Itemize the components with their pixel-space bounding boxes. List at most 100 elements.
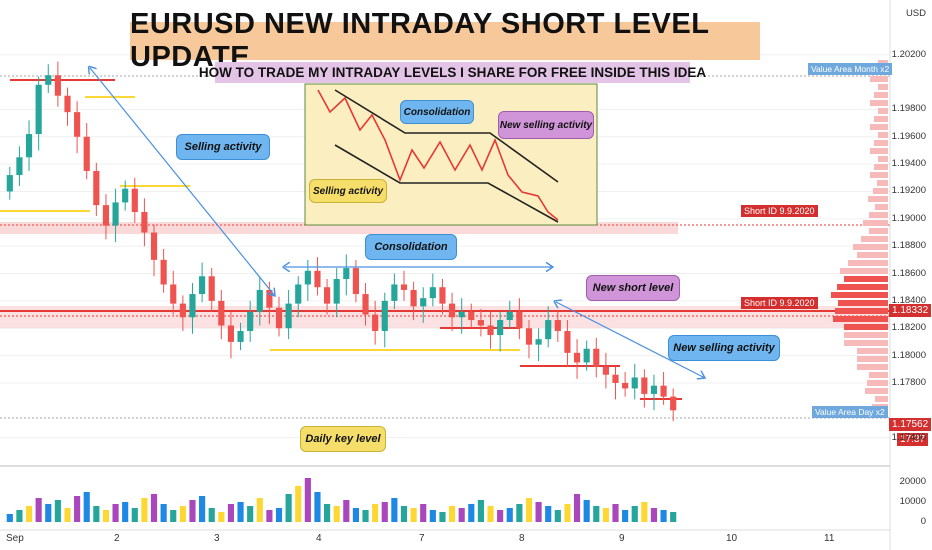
volume-bar: [189, 500, 196, 522]
volume-bar: [295, 486, 302, 522]
new-selling-arrow: [556, 302, 705, 378]
candle-body: [275, 307, 283, 329]
candle-body: [439, 287, 446, 304]
profile-bar: [838, 300, 888, 306]
last-price-tag: 1.17562: [889, 418, 932, 431]
candle-body: [83, 136, 90, 171]
volume-tick-label: 20000: [899, 476, 926, 487]
candle-body: [6, 175, 13, 192]
volume-bar: [343, 500, 350, 522]
volume-bar: [660, 510, 667, 522]
volume-bar: [593, 506, 600, 522]
candle-body: [295, 284, 302, 304]
profile-bar: [878, 84, 888, 90]
volume-bar: [448, 506, 456, 522]
price-tick-label: 1.18400: [891, 294, 926, 306]
candle-body: [448, 303, 456, 318]
callout-new-short-level: New short level: [586, 275, 680, 301]
volume-bar: [131, 508, 138, 522]
volume-bar: [487, 506, 494, 522]
chart-title: EURUSD NEW INTRADAY SHORT LEVEL UPDATE: [130, 8, 709, 73]
candle-body: [410, 289, 417, 307]
profile-bar: [833, 316, 888, 322]
volume-bar: [141, 498, 148, 522]
candle-body: [131, 188, 138, 212]
profile-bar: [863, 220, 888, 226]
inset-callout-selling: Selling activity: [309, 179, 387, 203]
candle-body: [497, 320, 504, 336]
price-tick-label: 1.18200: [891, 322, 926, 334]
candle-body: [487, 325, 494, 336]
volume-bar: [54, 500, 61, 522]
candle-body: [564, 330, 571, 353]
volume-bar: [324, 504, 331, 522]
volume-bar: [218, 512, 225, 522]
volume-bar: [247, 506, 254, 522]
candle-body: [45, 75, 52, 85]
volume-bar: [583, 500, 590, 522]
volume-bar: [631, 506, 638, 522]
candle-body: [660, 385, 667, 397]
inset-callout-new-selling: New selling activity: [498, 111, 594, 139]
time-tick-label: 3: [214, 533, 220, 544]
candle-body: [554, 320, 561, 331]
chart-subtitle: HOW TO TRADE MY INTRADAY LEVELS I SHARE …: [198, 65, 707, 80]
callout-selling-activity: Selling activity: [176, 134, 270, 160]
volume-bar: [429, 510, 436, 522]
volume-bar: [333, 506, 340, 522]
profile-bar: [857, 252, 888, 258]
profile-bar: [857, 364, 888, 370]
volume-bars: [6, 478, 677, 522]
profile-bar: [870, 100, 888, 106]
profile-bar: [853, 244, 888, 250]
volume-bar: [237, 502, 244, 522]
candle-body: [506, 311, 513, 321]
candle-body: [324, 287, 331, 304]
candle-body: [218, 300, 225, 326]
candle-body: [372, 314, 379, 331]
candle-body: [189, 294, 196, 318]
volume-bar: [112, 504, 119, 522]
price-tick-label: 1.17800: [891, 376, 926, 388]
candle-body: [612, 374, 619, 383]
profile-bar: [844, 340, 888, 346]
price-tick-label: 1.18600: [891, 267, 926, 279]
time-tick-label: 10: [726, 533, 738, 544]
candle-body: [25, 134, 33, 158]
callout-consolidation: Consolidation: [365, 234, 457, 260]
candle-body: [573, 352, 581, 363]
profile-bar: [844, 276, 888, 282]
candle-body: [237, 330, 244, 342]
profile-bar: [875, 396, 888, 402]
profile-bar: [844, 324, 888, 330]
time-tick-label: 2: [114, 533, 120, 544]
volume-bar: [381, 502, 388, 522]
profile-bar: [848, 260, 888, 266]
candle-body: [64, 95, 71, 113]
volume-bar: [545, 506, 552, 522]
candle-body: [650, 385, 658, 394]
profile-bar: [873, 188, 888, 194]
time-tick-label: 11: [824, 533, 835, 544]
value-area-day-tag: Value Area Day x2: [812, 406, 888, 418]
volume-bar: [179, 506, 186, 522]
candle-body: [35, 84, 42, 135]
volume-bar: [516, 504, 523, 522]
candle-body: [285, 303, 292, 329]
volume-bar: [622, 510, 629, 522]
profile-bar: [874, 116, 888, 122]
profile-bar: [861, 236, 888, 242]
volume-bar: [650, 508, 658, 522]
selling-arrow: [90, 68, 275, 296]
volume-bar: [372, 504, 379, 522]
price-tick-label: 1.19000: [891, 212, 926, 224]
profile-bar: [840, 268, 888, 274]
candle-body: [458, 311, 465, 318]
volume-bar: [227, 504, 235, 522]
profile-bar: [874, 140, 888, 146]
volume-bar: [266, 510, 273, 522]
volume-tick-label: 0: [920, 516, 926, 527]
candle-body: [179, 303, 186, 318]
profile-bar: [837, 284, 888, 290]
volume-bar: [410, 508, 417, 522]
